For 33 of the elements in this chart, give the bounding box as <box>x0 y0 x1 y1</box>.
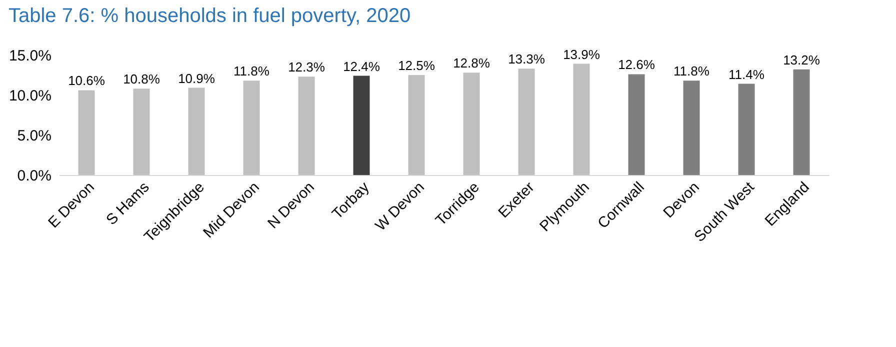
data-label: 10.9% <box>178 70 216 86</box>
bar <box>353 76 370 175</box>
data-label: 12.8% <box>453 56 490 71</box>
data-label: 12.3% <box>288 60 326 75</box>
data-label: 13.9% <box>563 46 600 62</box>
data-label: 13.2% <box>783 52 820 68</box>
data-label: 10.6% <box>68 73 106 88</box>
bar <box>518 68 535 175</box>
bar <box>188 88 205 175</box>
chart-title: Table 7.6: % households in fuel poverty, 2020 <box>8 5 411 27</box>
bar <box>738 84 755 175</box>
bar <box>133 88 150 175</box>
data-label: 13.3% <box>508 52 546 67</box>
y-tick-label: 5.0% <box>17 128 52 144</box>
y-tick-label: 10.0% <box>8 88 52 104</box>
data-label: 12.5% <box>398 58 436 73</box>
bar <box>78 90 95 175</box>
bar <box>408 75 425 175</box>
bar <box>298 76 315 175</box>
data-label: 10.8% <box>123 72 160 87</box>
bar <box>463 72 480 175</box>
data-label: 11.4% <box>728 66 765 82</box>
data-label: 12.6% <box>618 57 656 72</box>
bar <box>683 80 700 175</box>
bar <box>243 80 260 175</box>
data-label: 11.8% <box>234 64 270 79</box>
bar <box>573 64 590 175</box>
bar <box>628 74 645 175</box>
bar <box>793 69 810 175</box>
data-label: 12.4% <box>343 58 380 74</box>
y-tick-label: 15.0% <box>8 48 52 64</box>
y-tick-label: 0.0% <box>17 168 52 184</box>
data-label: 11.8% <box>674 64 710 79</box>
